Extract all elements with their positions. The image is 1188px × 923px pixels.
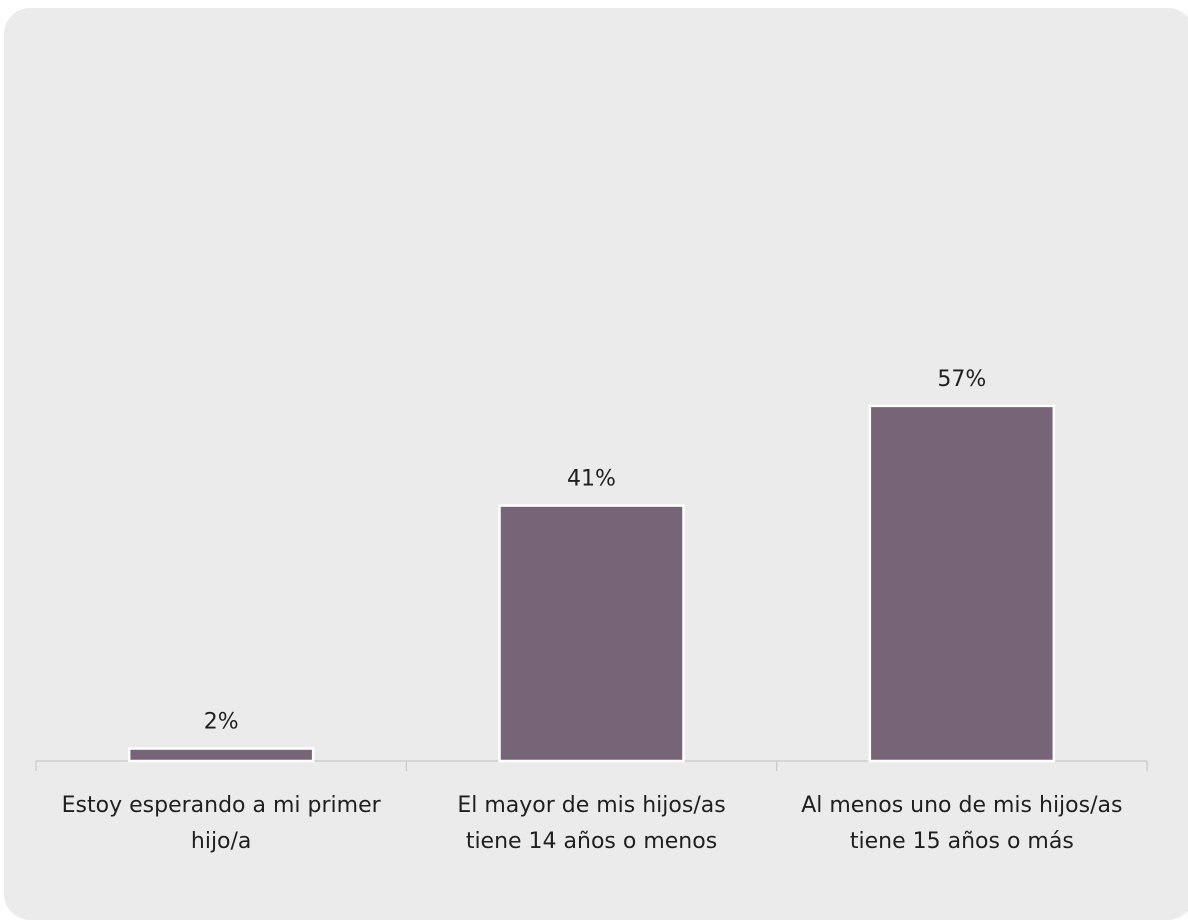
value-labels: 2% 41% 57% bbox=[204, 367, 987, 735]
bar bbox=[127, 747, 315, 763]
x-axis bbox=[35, 760, 1148, 771]
bar bbox=[498, 504, 685, 763]
data-label: 57% bbox=[937, 367, 986, 392]
bars bbox=[127, 404, 1056, 763]
category-label: El mayor de mis hijos/as bbox=[457, 793, 725, 818]
bar bbox=[868, 404, 1056, 763]
category-label: hijo/a bbox=[191, 829, 252, 854]
category-label: tiene 15 años o más bbox=[850, 829, 1074, 854]
category-labels: Estoy esperando a mi primer hijo/a El mayo… bbox=[62, 793, 1123, 854]
category-label: Al menos uno de mis hijos/as bbox=[801, 793, 1122, 818]
category-label: tiene 14 años o menos bbox=[466, 829, 717, 854]
data-label: 41% bbox=[567, 467, 616, 492]
data-label: 2% bbox=[204, 710, 239, 735]
category-label: Estoy esperando a mi primer bbox=[62, 793, 382, 818]
